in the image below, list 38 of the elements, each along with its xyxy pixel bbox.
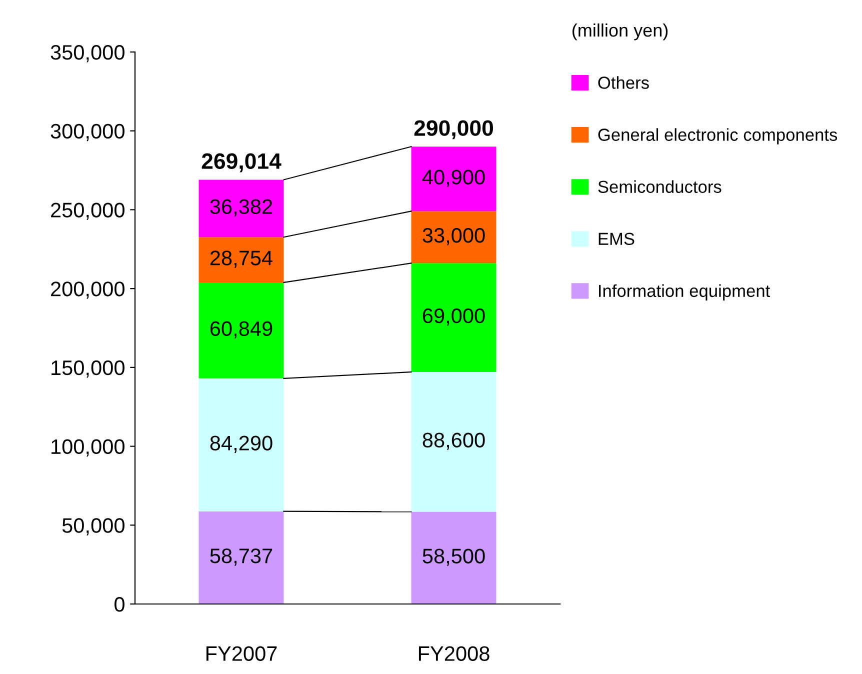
data-label: 33,000 — [422, 228, 485, 246]
y-tick-label: 100,000 — [52, 439, 124, 456]
data-label: 40,900 — [422, 170, 485, 187]
data-label: 88,600 — [422, 432, 485, 450]
data-label: 60,849 — [210, 321, 272, 338]
y-tick-label: 350,000 — [50, 45, 124, 62]
legend-label: Information equipment — [599, 284, 770, 300]
bar — [411, 372, 496, 512]
bar — [411, 512, 496, 604]
legend-label: General electronic components — [598, 128, 838, 144]
legend-label: EMS — [598, 232, 634, 246]
x-tick-label: FY2007 — [206, 646, 277, 661]
bar — [411, 211, 496, 264]
bar — [411, 263, 496, 372]
bar — [198, 378, 284, 512]
y-tick-label: 300,000 — [50, 124, 124, 142]
data-label: 36,382 — [210, 199, 272, 216]
y-tick-label: 150,000 — [52, 360, 124, 378]
total-label: 269,014 — [202, 153, 282, 172]
x-tick-label: FY2008 — [418, 646, 490, 661]
bar — [198, 282, 284, 378]
bar — [198, 237, 284, 282]
bar — [411, 146, 496, 212]
legend-label: Others — [598, 76, 649, 89]
y-tick-label: 0 — [114, 597, 124, 612]
legend-title: (million yen) — [572, 23, 668, 40]
data-label: 28,754 — [210, 250, 273, 268]
y-tick-label: 50,000 — [62, 518, 124, 536]
y-tick-label: 200,000 — [51, 282, 124, 299]
bar — [198, 180, 284, 238]
data-label: 58,500 — [422, 548, 485, 566]
y-tick-label: 250,000 — [51, 202, 124, 220]
data-label: 58,737 — [210, 548, 272, 566]
legend-label: Semiconductors — [598, 180, 722, 193]
data-label: 69,000 — [422, 308, 485, 326]
bar — [198, 511, 284, 604]
data-label: 84,290 — [210, 436, 272, 453]
total-label: 290,000 — [414, 120, 494, 140]
